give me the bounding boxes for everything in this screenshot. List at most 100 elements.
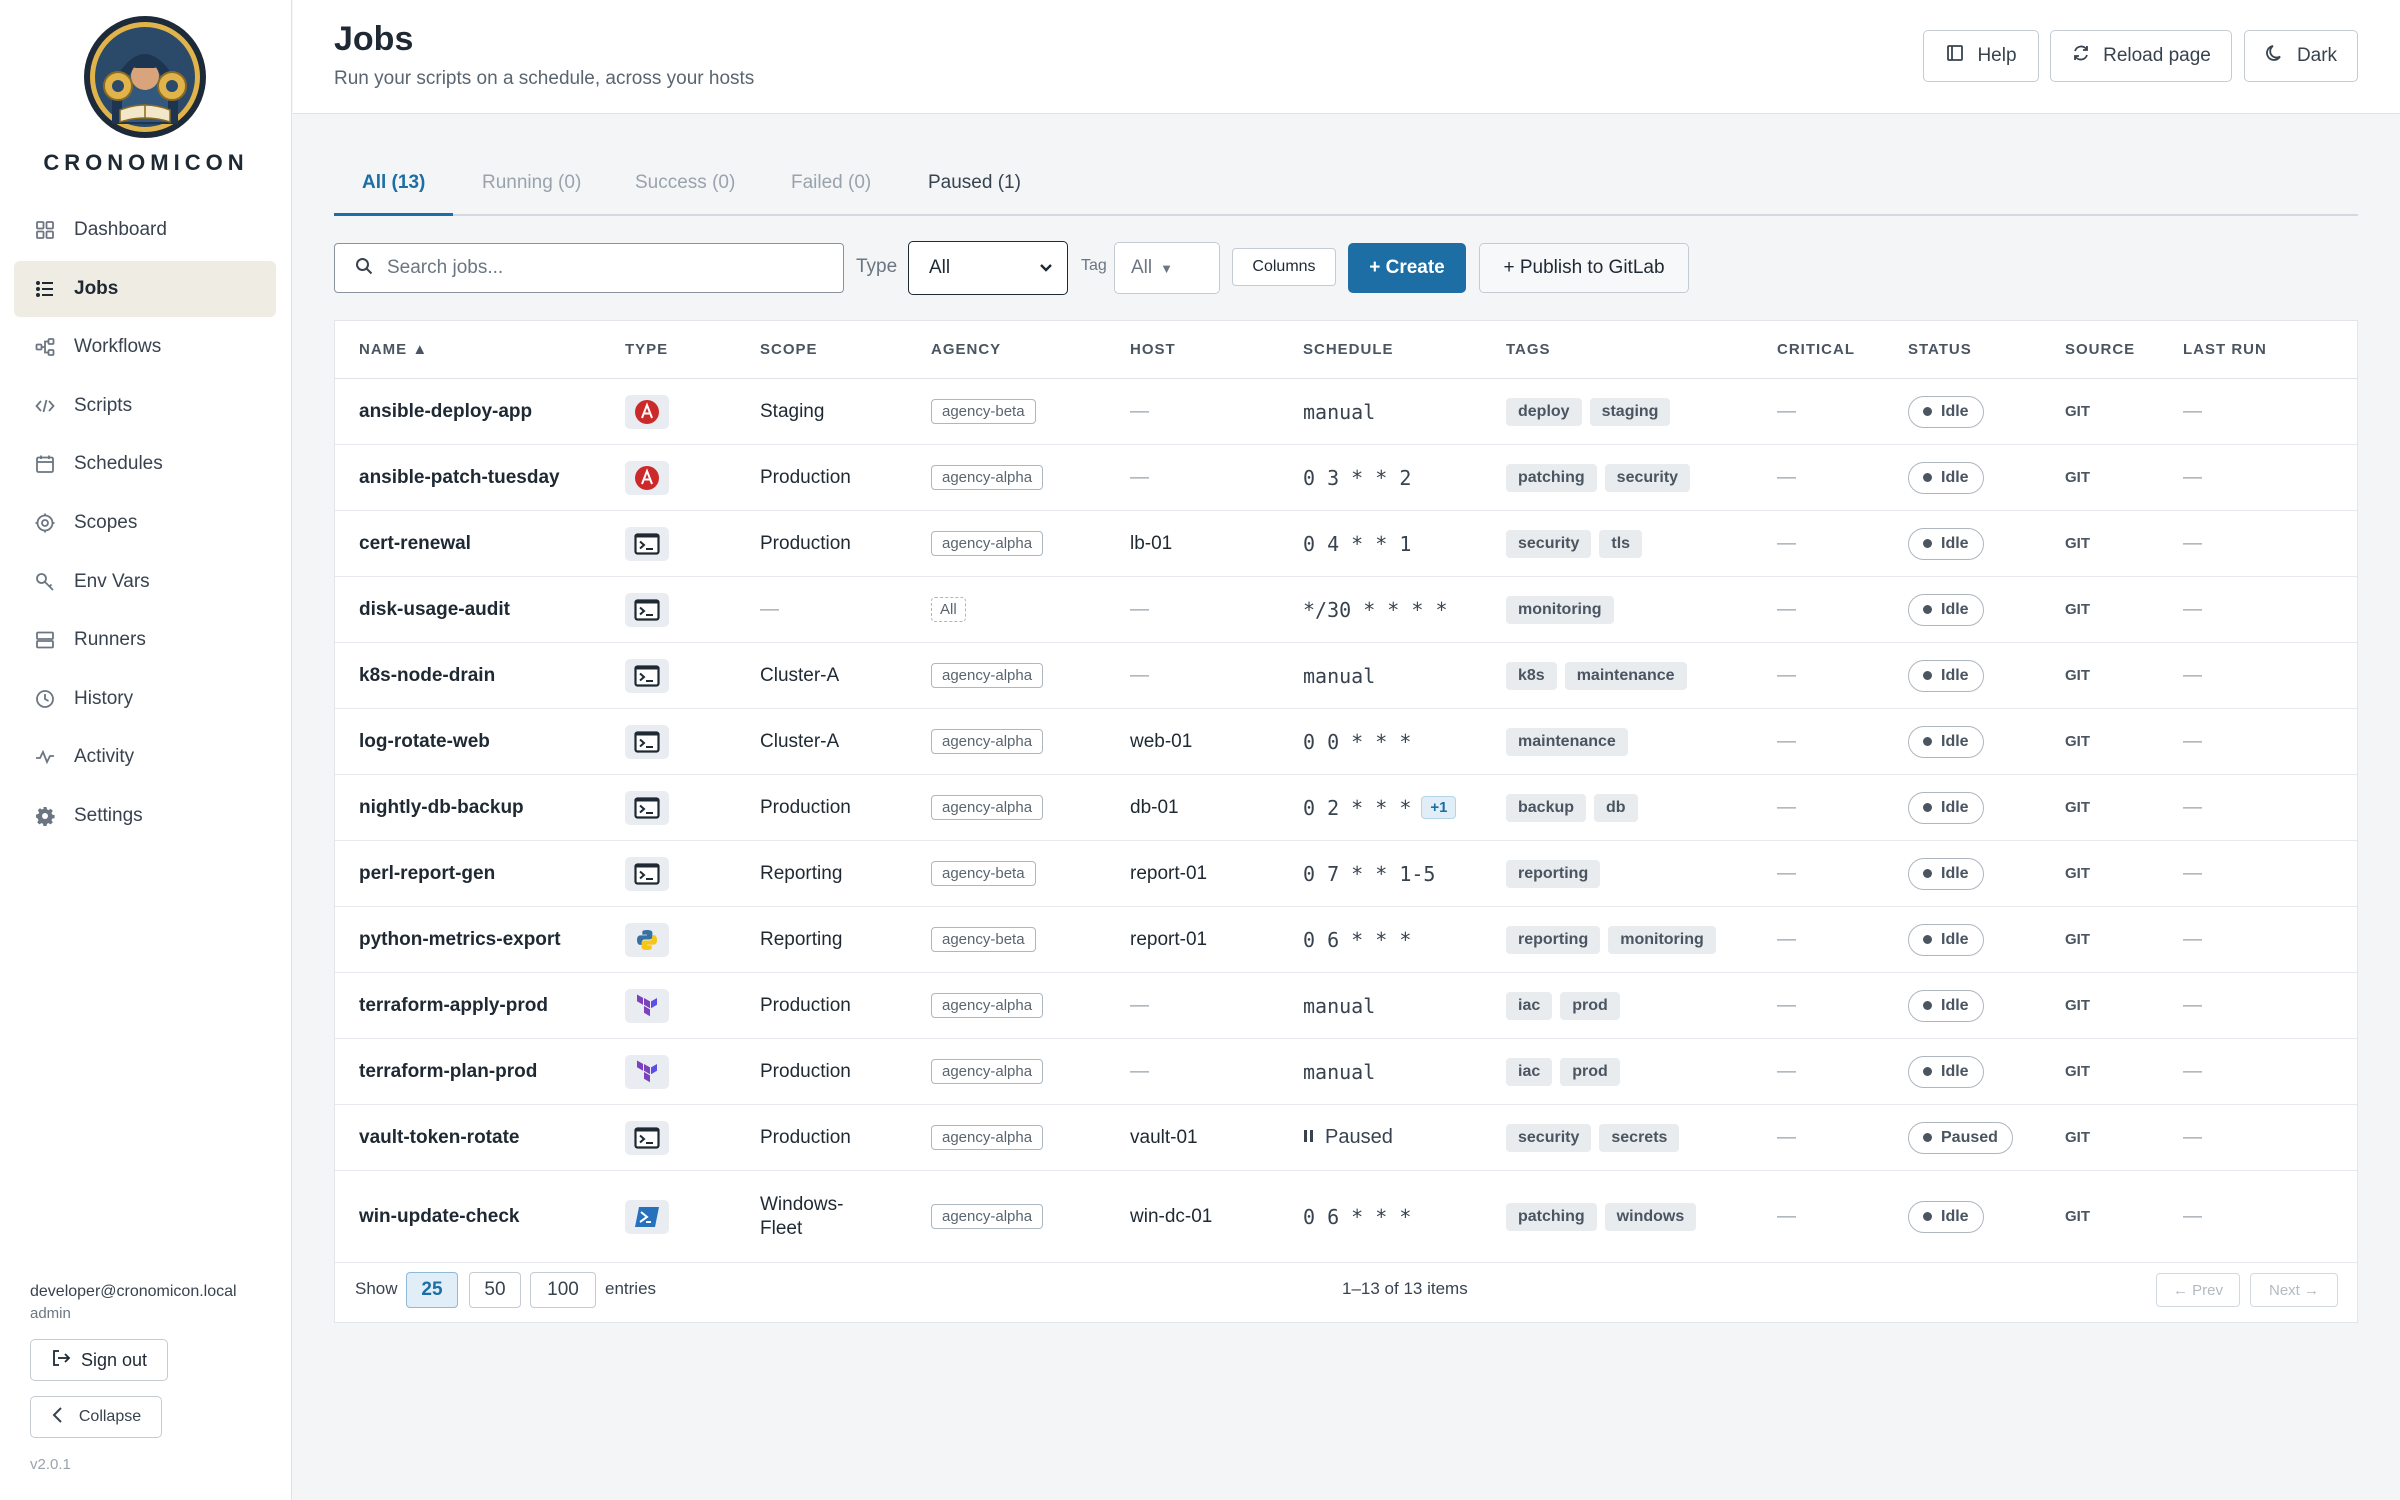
column-header-critical[interactable]: CRITICAL: [1777, 341, 1855, 358]
job-name[interactable]: ansible-deploy-app: [359, 400, 533, 422]
table-row[interactable]: terraform-plan-prod Production agency-al…: [335, 1039, 2357, 1105]
sidebar-item-activity[interactable]: Activity: [14, 729, 276, 785]
column-header-schedule[interactable]: SCHEDULE: [1303, 341, 1394, 358]
tab-paused[interactable]: Paused (1): [928, 172, 1021, 193]
table-row[interactable]: cert-renewal Production agency-alpha lb-…: [335, 511, 2357, 577]
type-filter-select[interactable]: All: [908, 241, 1068, 295]
job-scope: Reporting: [760, 841, 910, 906]
tag-chip[interactable]: prod: [1560, 1057, 1620, 1086]
job-name[interactable]: disk-usage-audit: [359, 598, 510, 620]
column-header-agency[interactable]: AGENCY: [931, 341, 1002, 358]
column-header-source[interactable]: SOURCE: [2065, 341, 2136, 358]
tag-chip[interactable]: monitoring: [1608, 925, 1716, 954]
job-name[interactable]: terraform-plan-prod: [359, 1060, 538, 1082]
sidebar-item-label: Activity: [74, 746, 135, 768]
page-size-25[interactable]: 25: [406, 1272, 458, 1308]
tag-chip[interactable]: iac: [1506, 1057, 1553, 1086]
tag-chip[interactable]: deploy: [1506, 397, 1582, 426]
job-name[interactable]: terraform-apply-prod: [359, 994, 548, 1016]
job-name[interactable]: win-update-check: [359, 1205, 520, 1227]
next-page-button[interactable]: Next →: [2250, 1273, 2338, 1307]
tab-all[interactable]: All (13): [334, 172, 454, 216]
job-name[interactable]: log-rotate-web: [359, 730, 490, 752]
terminal-icon: [625, 856, 669, 891]
table-row[interactable]: ansible-deploy-app Staging agency-beta —…: [335, 379, 2357, 445]
tag-chip[interactable]: reporting: [1506, 925, 1601, 954]
table-row[interactable]: log-rotate-web Cluster-A agency-alpha we…: [335, 709, 2357, 775]
tab-success[interactable]: Success (0): [635, 172, 736, 193]
sidebar-item-scopes[interactable]: Scopes: [14, 495, 276, 551]
search-input[interactable]: [387, 257, 807, 279]
extra-schedules-badge[interactable]: +1: [1421, 796, 1457, 819]
column-header-status[interactable]: STATUS: [1908, 341, 1972, 358]
tag-chip[interactable]: reporting: [1506, 859, 1601, 888]
publish-to-gitlab-button[interactable]: + Publish to GitLab: [1479, 243, 1689, 293]
column-header-type[interactable]: TYPE: [625, 341, 669, 358]
job-name[interactable]: k8s-node-drain: [359, 664, 496, 686]
column-header-last-run[interactable]: LAST RUN: [2183, 341, 2267, 358]
sidebar-item-workflows[interactable]: Workflows: [14, 319, 276, 375]
column-header-name[interactable]: NAME ▲: [359, 341, 429, 358]
job-name[interactable]: cert-renewal: [359, 532, 471, 554]
tag-chip[interactable]: backup: [1506, 793, 1587, 822]
sidebar-item-runners[interactable]: Runners: [14, 612, 276, 668]
tag-filter-label: Tag: [1081, 257, 1107, 274]
column-header-host[interactable]: HOST: [1130, 341, 1176, 358]
column-header-scope[interactable]: SCOPE: [760, 341, 818, 358]
table-row[interactable]: vault-token-rotate Production agency-alp…: [335, 1105, 2357, 1171]
tag-chip[interactable]: windows: [1604, 1202, 1697, 1231]
tag-chip[interactable]: k8s: [1506, 661, 1557, 690]
job-name[interactable]: python-metrics-export: [359, 928, 561, 950]
job-name[interactable]: ansible-patch-tuesday: [359, 466, 560, 488]
sidebar-item-env-vars[interactable]: Env Vars: [14, 554, 276, 610]
tag-chip[interactable]: secrets: [1599, 1123, 1680, 1152]
tag-chip[interactable]: staging: [1589, 397, 1671, 426]
tag-chip[interactable]: monitoring: [1506, 595, 1614, 624]
table-row[interactable]: python-metrics-export Reporting agency-b…: [335, 907, 2357, 973]
help-button[interactable]: Help: [1923, 30, 2039, 82]
table-row[interactable]: win-update-check Windows-Fleet agency-al…: [335, 1171, 2357, 1263]
tag-chip[interactable]: maintenance: [1564, 661, 1687, 690]
page-size-50[interactable]: 50: [469, 1272, 521, 1308]
sign-out-button[interactable]: Sign out: [30, 1339, 168, 1381]
sidebar-item-dashboard[interactable]: Dashboard: [14, 202, 276, 258]
sidebar-item-history[interactable]: History: [14, 671, 276, 727]
dark-mode-toggle[interactable]: Dark: [2244, 30, 2358, 82]
table-row[interactable]: perl-report-gen Reporting agency-beta re…: [335, 841, 2357, 907]
tag-chip[interactable]: db: [1594, 793, 1638, 822]
clock-icon: [34, 688, 56, 710]
table-row[interactable]: k8s-node-drain Cluster-A agency-alpha — …: [335, 643, 2357, 709]
table-row[interactable]: disk-usage-audit — All — */30 * * * * mo…: [335, 577, 2357, 643]
tag-chip[interactable]: iac: [1506, 991, 1553, 1020]
tag-filter-select[interactable]: All ▼: [1114, 242, 1220, 294]
table-row[interactable]: nightly-db-backup Production agency-alph…: [335, 775, 2357, 841]
sidebar-item-settings[interactable]: Settings: [14, 788, 276, 844]
create-button[interactable]: + Create: [1348, 243, 1466, 293]
table-row[interactable]: terraform-apply-prod Production agency-a…: [335, 973, 2357, 1039]
gear-icon: [34, 805, 56, 827]
tab-running[interactable]: Running (0): [482, 172, 582, 193]
reload-page-button[interactable]: Reload page: [2050, 30, 2232, 82]
prev-page-button[interactable]: ← Prev: [2156, 1273, 2240, 1307]
tag-chip[interactable]: maintenance: [1506, 727, 1628, 756]
collapse-button[interactable]: Collapse: [30, 1396, 162, 1438]
job-name[interactable]: nightly-db-backup: [359, 796, 524, 818]
tag-chip[interactable]: security: [1506, 529, 1592, 558]
job-name[interactable]: perl-report-gen: [359, 862, 496, 884]
sidebar-item-label: Env Vars: [74, 570, 150, 592]
tag-chip[interactable]: prod: [1560, 991, 1620, 1020]
tag-chip[interactable]: security: [1604, 463, 1691, 492]
sidebar-item-scripts[interactable]: Scripts: [14, 378, 276, 434]
job-name[interactable]: vault-token-rotate: [359, 1126, 520, 1148]
columns-button[interactable]: Columns: [1232, 248, 1336, 286]
tag-chip[interactable]: patching: [1506, 463, 1597, 492]
tab-failed[interactable]: Failed (0): [791, 172, 872, 193]
column-header-tags[interactable]: TAGS: [1506, 341, 1551, 358]
tag-chip[interactable]: patching: [1506, 1202, 1597, 1231]
tag-chip[interactable]: security: [1506, 1123, 1592, 1152]
sidebar-item-jobs[interactable]: Jobs: [14, 260, 276, 317]
page-size-100[interactable]: 100: [530, 1272, 596, 1308]
tag-chip[interactable]: tls: [1599, 529, 1643, 558]
table-row[interactable]: ansible-patch-tuesday Production agency-…: [335, 445, 2357, 511]
sidebar-item-schedules[interactable]: Schedules: [14, 436, 276, 492]
